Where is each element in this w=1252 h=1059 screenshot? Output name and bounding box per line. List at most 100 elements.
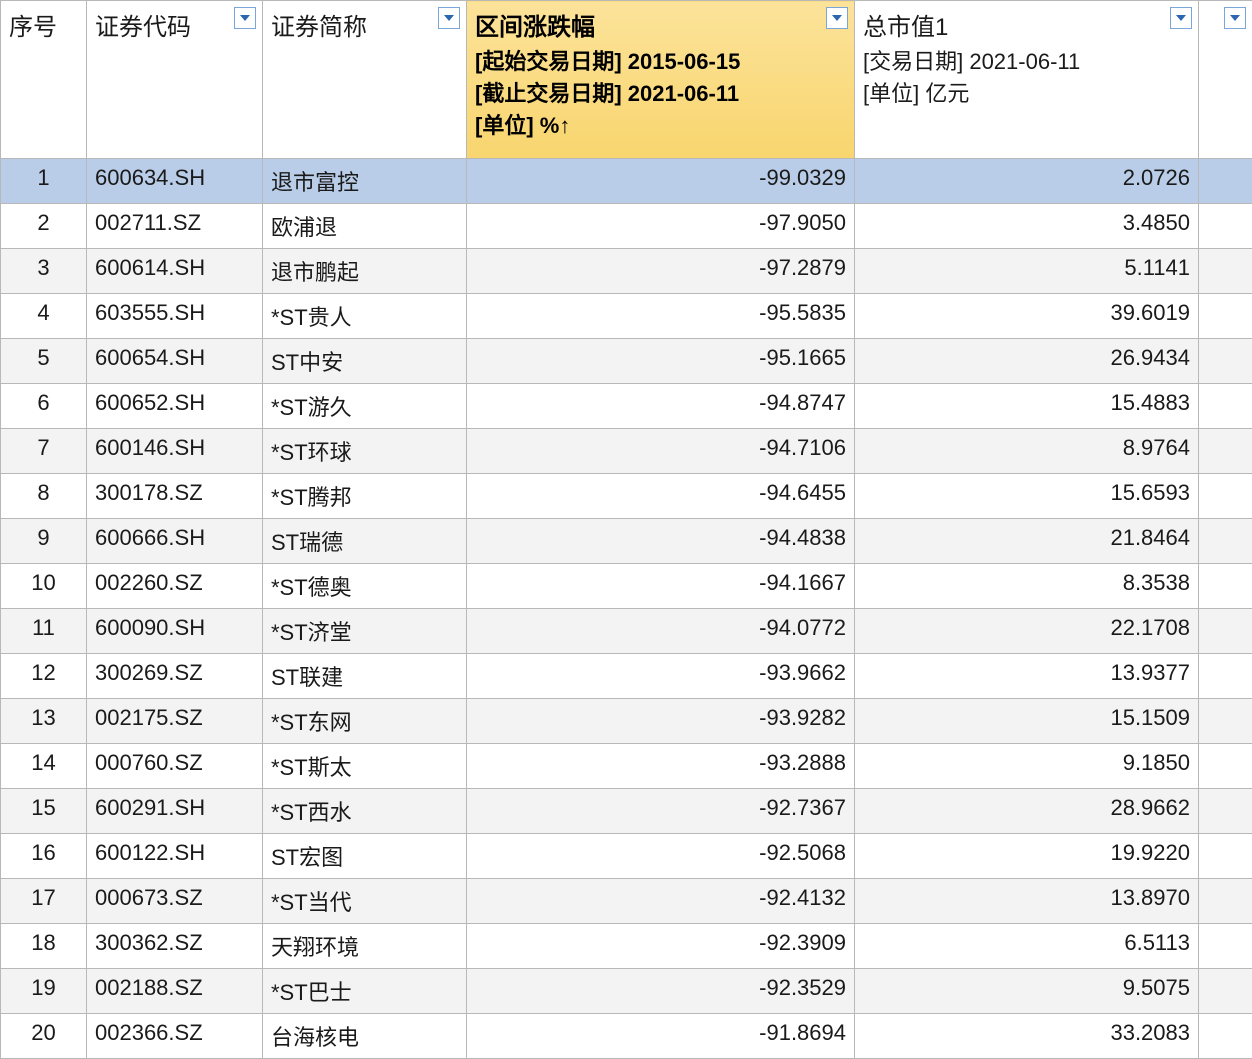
cell-extra: [1199, 609, 1252, 654]
table-row[interactable]: 12300269.SZST联建-93.966213.9377: [1, 654, 1252, 699]
cell-change: -95.5835: [467, 294, 855, 339]
filter-dropdown-marketcap[interactable]: [1170, 7, 1192, 29]
cell-extra: [1199, 834, 1252, 879]
table-row[interactable]: 6600652.SH*ST游久-94.874715.4883: [1, 384, 1252, 429]
header-row: 序号 证券代码 证券简称 区间涨跌幅 [起始交易日期] 2015-06-15 […: [1, 1, 1252, 159]
cell-name: *ST环球: [263, 429, 467, 474]
filter-dropdown-name[interactable]: [438, 7, 460, 29]
table-row[interactable]: 3600614.SH退市鹏起-97.28795.1141: [1, 249, 1252, 294]
cell-index: 14: [1, 744, 87, 789]
cell-name: *ST西水: [263, 789, 467, 834]
cell-index: 12: [1, 654, 87, 699]
cell-name: 台海核电: [263, 1014, 467, 1059]
table-row[interactable]: 15600291.SH*ST西水-92.736728.9662: [1, 789, 1252, 834]
cell-index: 3: [1, 249, 87, 294]
cell-index: 19: [1, 969, 87, 1014]
col-header-extra[interactable]: [1199, 1, 1252, 159]
cell-code: 600291.SH: [87, 789, 263, 834]
cell-code: 600146.SH: [87, 429, 263, 474]
cell-change: -97.2879: [467, 249, 855, 294]
cell-code: 000673.SZ: [87, 879, 263, 924]
col-header-marketcap-sub2: [单位] 亿元: [863, 78, 1190, 110]
table-row[interactable]: 9600666.SHST瑞德-94.483821.8464: [1, 519, 1252, 564]
chevron-down-icon: [444, 15, 454, 21]
table-row[interactable]: 18300362.SZ天翔环境-92.39096.5113: [1, 924, 1252, 969]
filter-dropdown-change[interactable]: [826, 7, 848, 29]
cell-extra: [1199, 159, 1252, 204]
cell-index: 8: [1, 474, 87, 519]
chevron-down-icon: [832, 15, 842, 21]
cell-marketcap: 28.9662: [855, 789, 1199, 834]
cell-extra: [1199, 744, 1252, 789]
col-header-marketcap[interactable]: 总市值1 [交易日期] 2021-06-11 [单位] 亿元: [855, 1, 1199, 159]
col-header-index[interactable]: 序号: [1, 1, 87, 159]
cell-extra: [1199, 924, 1252, 969]
cell-change: -94.1667: [467, 564, 855, 609]
chevron-down-icon: [1230, 15, 1240, 21]
cell-change: -92.5068: [467, 834, 855, 879]
cell-code: 300362.SZ: [87, 924, 263, 969]
table-row[interactable]: 16600122.SHST宏图-92.506819.9220: [1, 834, 1252, 879]
cell-marketcap: 15.6593: [855, 474, 1199, 519]
cell-index: 18: [1, 924, 87, 969]
cell-extra: [1199, 789, 1252, 834]
cell-change: -97.9050: [467, 204, 855, 249]
table-row[interactable]: 7600146.SH*ST环球-94.71068.9764: [1, 429, 1252, 474]
cell-marketcap: 15.1509: [855, 699, 1199, 744]
cell-name: 欧浦退: [263, 204, 467, 249]
col-header-code[interactable]: 证券代码: [87, 1, 263, 159]
cell-marketcap: 13.9377: [855, 654, 1199, 699]
cell-code: 600652.SH: [87, 384, 263, 429]
stock-table: 序号 证券代码 证券简称 区间涨跌幅 [起始交易日期] 2015-06-15 […: [0, 0, 1252, 1059]
cell-marketcap: 8.3538: [855, 564, 1199, 609]
cell-code: 300178.SZ: [87, 474, 263, 519]
table-row[interactable]: 17000673.SZ*ST当代-92.413213.8970: [1, 879, 1252, 924]
cell-marketcap: 26.9434: [855, 339, 1199, 384]
cell-extra: [1199, 969, 1252, 1014]
chevron-down-icon: [1176, 15, 1186, 21]
cell-change: -93.2888: [467, 744, 855, 789]
col-header-name[interactable]: 证券简称: [263, 1, 467, 159]
cell-code: 600090.SH: [87, 609, 263, 654]
cell-index: 1: [1, 159, 87, 204]
cell-name: *ST济堂: [263, 609, 467, 654]
cell-name: ST宏图: [263, 834, 467, 879]
cell-extra: [1199, 879, 1252, 924]
table-row[interactable]: 4603555.SH*ST贵人-95.583539.6019: [1, 294, 1252, 339]
filter-dropdown-extra[interactable]: [1224, 7, 1246, 29]
cell-marketcap: 6.5113: [855, 924, 1199, 969]
table-row[interactable]: 10002260.SZ*ST德奥-94.16678.3538: [1, 564, 1252, 609]
cell-index: 2: [1, 204, 87, 249]
cell-marketcap: 5.1141: [855, 249, 1199, 294]
table-row[interactable]: 19002188.SZ*ST巴士-92.35299.5075: [1, 969, 1252, 1014]
cell-marketcap: 33.2083: [855, 1014, 1199, 1059]
cell-change: -94.7106: [467, 429, 855, 474]
cell-extra: [1199, 474, 1252, 519]
cell-extra: [1199, 249, 1252, 294]
cell-extra: [1199, 204, 1252, 249]
filter-dropdown-code[interactable]: [234, 7, 256, 29]
table-body: 1600634.SH退市富控-99.03292.07262002711.SZ欧浦…: [1, 159, 1252, 1059]
cell-marketcap: 3.4850: [855, 204, 1199, 249]
cell-name: *ST东网: [263, 699, 467, 744]
col-header-index-label: 序号: [9, 7, 78, 42]
cell-index: 4: [1, 294, 87, 339]
cell-change: -92.3529: [467, 969, 855, 1014]
table-row[interactable]: 13002175.SZ*ST东网-93.928215.1509: [1, 699, 1252, 744]
table-row[interactable]: 14000760.SZ*ST斯太-93.28889.1850: [1, 744, 1252, 789]
cell-code: 600666.SH: [87, 519, 263, 564]
table-row[interactable]: 1600634.SH退市富控-99.03292.0726: [1, 159, 1252, 204]
table-row[interactable]: 11600090.SH*ST济堂-94.077222.1708: [1, 609, 1252, 654]
table-row[interactable]: 8300178.SZ*ST腾邦-94.645515.6593: [1, 474, 1252, 519]
cell-extra: [1199, 564, 1252, 609]
table-row[interactable]: 5600654.SHST中安-95.166526.9434: [1, 339, 1252, 384]
cell-name: *ST德奥: [263, 564, 467, 609]
cell-name: *ST腾邦: [263, 474, 467, 519]
col-header-change[interactable]: 区间涨跌幅 [起始交易日期] 2015-06-15 [截止交易日期] 2021-…: [467, 1, 855, 159]
cell-change: -94.6455: [467, 474, 855, 519]
table-row[interactable]: 20002366.SZ台海核电-91.869433.2083: [1, 1014, 1252, 1059]
table-row[interactable]: 2002711.SZ欧浦退-97.90503.4850: [1, 204, 1252, 249]
cell-code: 002175.SZ: [87, 699, 263, 744]
cell-name: 天翔环境: [263, 924, 467, 969]
cell-change: -92.4132: [467, 879, 855, 924]
